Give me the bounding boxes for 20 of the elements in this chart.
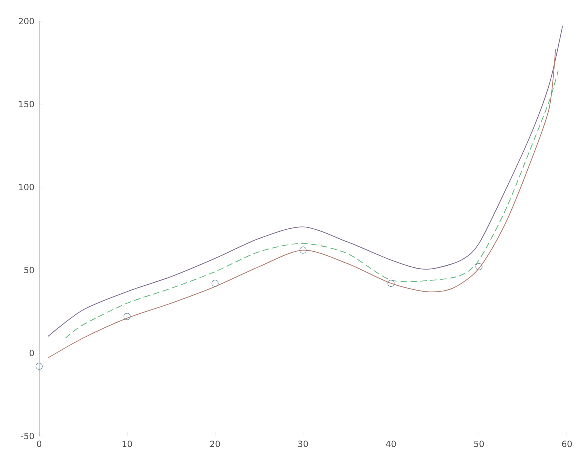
point <box>124 313 131 320</box>
x-tick-label: 60 <box>562 440 572 448</box>
x-tick-label: 20 <box>210 440 220 448</box>
x-tick-label: 30 <box>298 440 308 448</box>
y-tick-label: 100 <box>19 184 34 191</box>
point <box>476 263 483 270</box>
point <box>300 246 307 254</box>
line-series <box>65 70 559 339</box>
y-tick-label: 200 <box>19 18 34 25</box>
y-tick-label: 0 <box>30 350 34 356</box>
y-tick-label: 50 <box>24 267 34 274</box>
y-tick-label: -50 <box>21 433 34 440</box>
point <box>388 280 395 288</box>
y-tick-label: 150 <box>19 101 34 108</box>
point <box>36 362 43 370</box>
x-tick-label: 50 <box>474 440 484 448</box>
x-tick-label: 40 <box>386 440 396 448</box>
x-tick-label: 0 <box>37 440 42 448</box>
x-tick-label: 10 <box>122 440 132 448</box>
point <box>212 280 219 288</box>
